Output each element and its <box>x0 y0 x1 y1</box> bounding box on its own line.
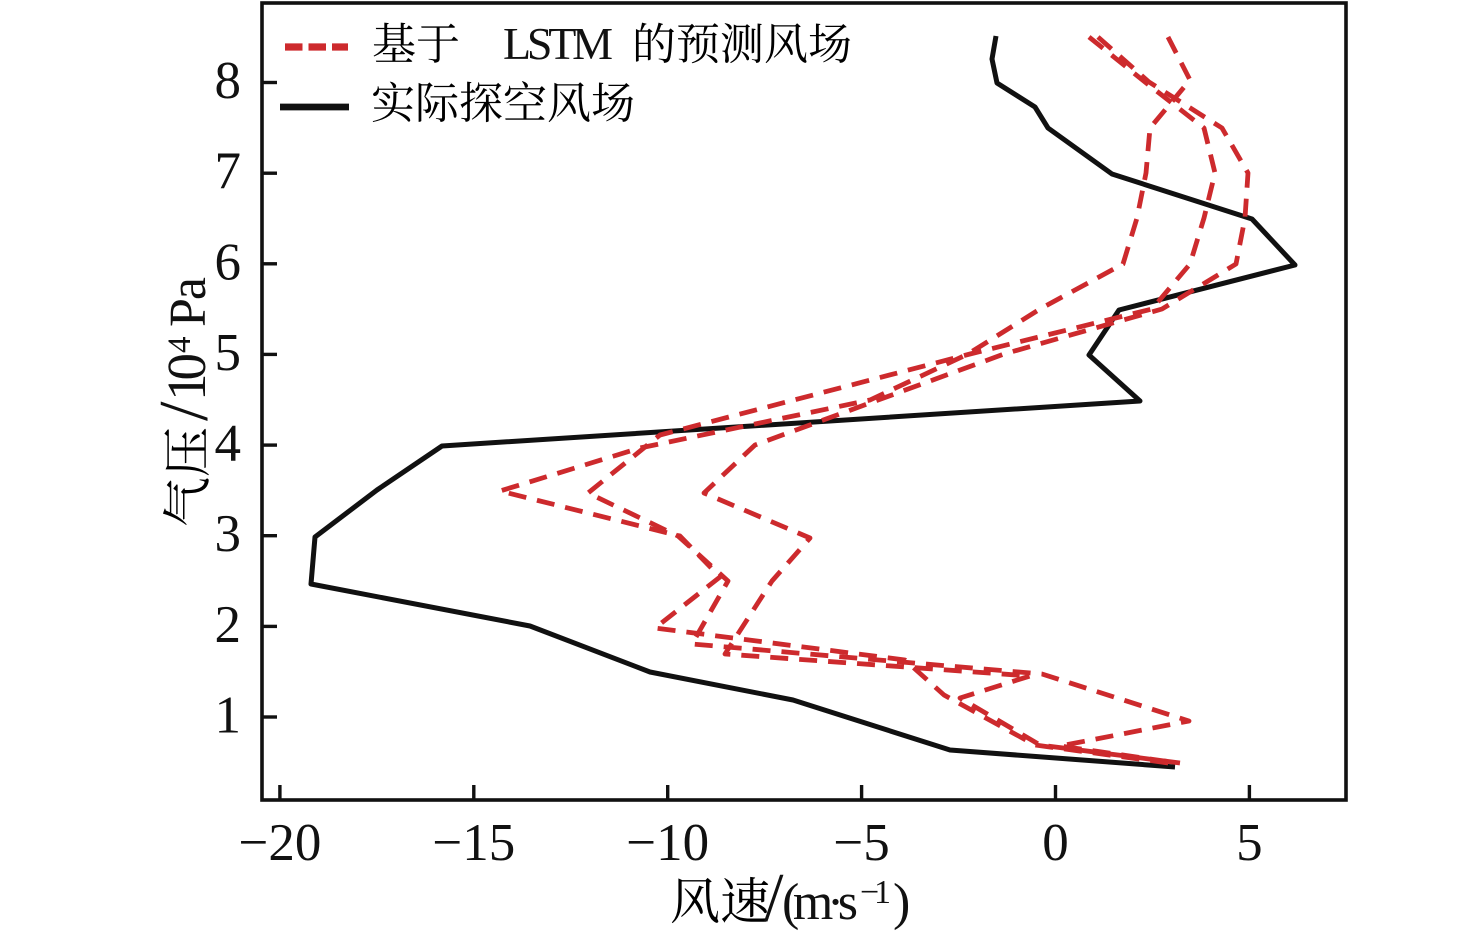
svg-text:10: 10 <box>156 353 217 401</box>
svg-text:6: 6 <box>215 233 242 291</box>
svg-text:0: 0 <box>1042 814 1069 872</box>
svg-text:/: / <box>764 860 784 937</box>
svg-text:(m·s: (m·s <box>782 874 858 931</box>
svg-text:−20: −20 <box>238 814 321 872</box>
svg-text:2: 2 <box>215 596 242 654</box>
svg-text:3: 3 <box>215 505 242 563</box>
svg-text:5: 5 <box>1236 814 1263 872</box>
svg-text:8: 8 <box>215 52 242 110</box>
svg-text:7: 7 <box>215 143 242 201</box>
svg-text:Pa: Pa <box>160 277 217 327</box>
svg-text:LSTM: LSTM <box>503 18 613 69</box>
svg-text:−15: −15 <box>432 814 515 872</box>
svg-text:4: 4 <box>162 337 198 354</box>
svg-text:1: 1 <box>215 687 242 745</box>
svg-text:/: / <box>146 401 223 421</box>
svg-text:−5: −5 <box>833 814 889 872</box>
svg-text:−10: −10 <box>626 814 709 872</box>
svg-text:−1: −1 <box>860 874 891 911</box>
svg-text:5: 5 <box>215 324 242 382</box>
svg-text:4: 4 <box>215 415 242 473</box>
svg-text:): ) <box>893 874 910 931</box>
